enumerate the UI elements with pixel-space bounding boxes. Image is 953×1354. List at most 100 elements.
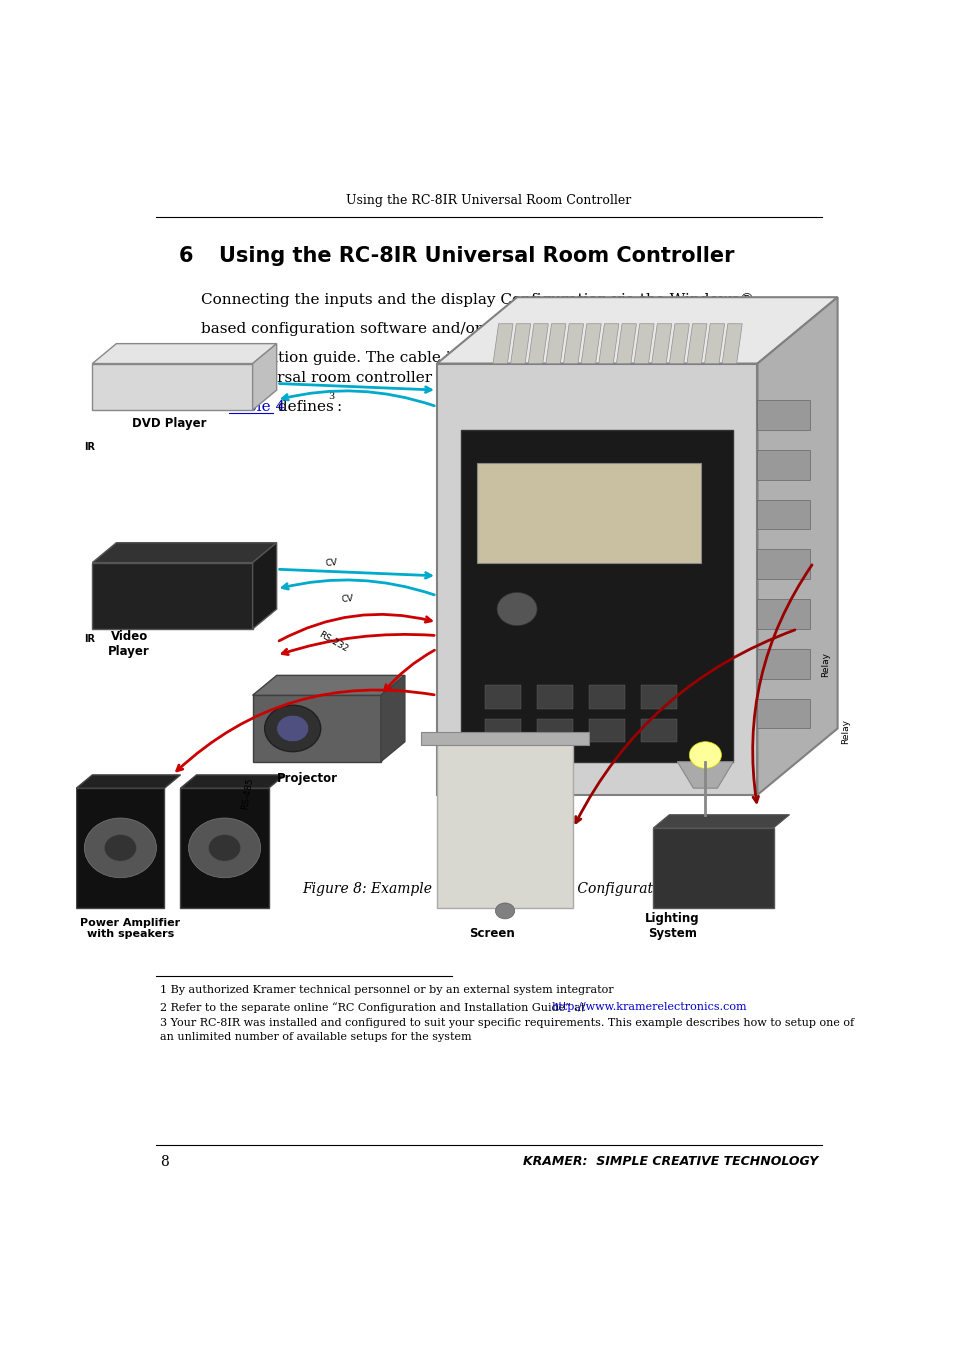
Text: 1: 1 bbox=[507, 314, 513, 322]
Text: RS-232: RS-232 bbox=[316, 630, 349, 654]
Polygon shape bbox=[653, 815, 789, 827]
Text: Relay: Relay bbox=[821, 653, 830, 677]
Polygon shape bbox=[253, 344, 276, 410]
Text: manual: manual bbox=[200, 380, 257, 394]
Polygon shape bbox=[669, 324, 689, 363]
Bar bbox=[476, 463, 700, 563]
Circle shape bbox=[189, 818, 260, 877]
Polygon shape bbox=[436, 297, 837, 363]
Text: Figure 8: Figure 8 bbox=[610, 371, 676, 385]
Polygon shape bbox=[180, 788, 269, 907]
Text: KRAMER:  SIMPLE CREATIVE TECHNOLOGY: KRAMER: SIMPLE CREATIVE TECHNOLOGY bbox=[522, 1155, 817, 1169]
Polygon shape bbox=[686, 324, 706, 363]
Bar bbox=[757, 550, 809, 580]
Circle shape bbox=[209, 834, 240, 861]
Polygon shape bbox=[380, 676, 404, 761]
Polygon shape bbox=[510, 324, 530, 363]
Text: Video
Player: Video Player bbox=[109, 631, 150, 658]
Bar bbox=[589, 685, 624, 708]
Polygon shape bbox=[92, 563, 253, 628]
Text: Power Amplifier
with speakers: Power Amplifier with speakers bbox=[80, 918, 180, 940]
Bar bbox=[757, 699, 809, 728]
Text: Using the RC-8IR Universal Room Controller: Using the RC-8IR Universal Room Controll… bbox=[219, 246, 734, 265]
Polygon shape bbox=[634, 324, 654, 363]
Polygon shape bbox=[528, 324, 548, 363]
Bar bbox=[640, 685, 677, 708]
Bar bbox=[757, 500, 809, 529]
Bar bbox=[757, 450, 809, 479]
Text: is described in the RC: is described in the RC bbox=[515, 322, 690, 336]
Polygon shape bbox=[436, 363, 757, 795]
Text: Screen: Screen bbox=[469, 927, 515, 941]
Bar bbox=[757, 649, 809, 678]
Text: 1 By authorized Kramer technical personnel or by an external system integrator: 1 By authorized Kramer technical personn… bbox=[160, 986, 613, 995]
Text: Using the RC-8IR Universal Room Controller: Using the RC-8IR Universal Room Controll… bbox=[346, 195, 631, 207]
Text: 3 Your RC-8IR was installed and configured to suit your specific requirements. T: 3 Your RC-8IR was installed and configur… bbox=[160, 1018, 853, 1029]
Circle shape bbox=[689, 742, 720, 768]
Text: and: and bbox=[200, 401, 233, 414]
Text: based configuration software and/or the IR learner: based configuration software and/or the … bbox=[200, 322, 595, 336]
Bar bbox=[484, 685, 520, 708]
Text: Table 4: Table 4 bbox=[229, 401, 285, 414]
Bar bbox=[484, 719, 520, 742]
Polygon shape bbox=[704, 324, 724, 363]
Text: defines: defines bbox=[273, 401, 334, 414]
Text: IR: IR bbox=[84, 634, 95, 645]
Text: http://www.kramerelectronics.com: http://www.kramerelectronics.com bbox=[551, 1002, 746, 1011]
Bar bbox=[589, 719, 624, 742]
Bar bbox=[640, 719, 677, 742]
Polygon shape bbox=[563, 324, 583, 363]
Circle shape bbox=[84, 818, 156, 877]
Polygon shape bbox=[677, 761, 733, 788]
Polygon shape bbox=[721, 324, 741, 363]
Text: Figure 8: Example of a Typical RC-8IR Configuration: Figure 8: Example of a Typical RC-8IR Co… bbox=[302, 881, 675, 896]
Polygon shape bbox=[460, 429, 733, 761]
Polygon shape bbox=[76, 774, 180, 788]
Text: Relay: Relay bbox=[841, 719, 850, 743]
Polygon shape bbox=[180, 774, 284, 788]
Text: CV: CV bbox=[340, 594, 354, 604]
Polygon shape bbox=[253, 676, 404, 696]
Text: The universal room controller is very easy to use, as the example in: The universal room controller is very ea… bbox=[200, 371, 728, 385]
Polygon shape bbox=[580, 324, 600, 363]
Text: RS-485: RS-485 bbox=[240, 777, 254, 810]
Text: DVD Player: DVD Player bbox=[132, 417, 207, 429]
Bar bbox=[653, 827, 773, 907]
Bar bbox=[757, 399, 809, 429]
Text: an unlimited number of available setups for the system: an unlimited number of available setups … bbox=[160, 1032, 471, 1043]
Polygon shape bbox=[598, 324, 618, 363]
Polygon shape bbox=[493, 324, 513, 363]
Circle shape bbox=[104, 834, 136, 861]
Text: CV: CV bbox=[324, 558, 337, 567]
Polygon shape bbox=[92, 363, 253, 410]
Text: 2 Refer to the separate online “RC Configuration and Installation Guide” at: 2 Refer to the separate online “RC Confi… bbox=[160, 1002, 588, 1013]
Bar bbox=[420, 731, 589, 745]
Polygon shape bbox=[651, 324, 671, 363]
Text: 8: 8 bbox=[160, 1155, 169, 1169]
Circle shape bbox=[497, 593, 537, 626]
Bar bbox=[537, 685, 573, 708]
Polygon shape bbox=[616, 324, 636, 363]
Polygon shape bbox=[76, 788, 164, 907]
Polygon shape bbox=[436, 742, 573, 907]
Text: IR: IR bbox=[84, 441, 95, 452]
Polygon shape bbox=[92, 543, 276, 563]
Text: Lighting
System: Lighting System bbox=[644, 913, 700, 941]
Polygon shape bbox=[92, 344, 276, 363]
Polygon shape bbox=[757, 297, 837, 795]
Text: :: : bbox=[335, 401, 341, 414]
Text: 6: 6 bbox=[178, 246, 193, 265]
Bar bbox=[537, 719, 573, 742]
Text: Projector: Projector bbox=[276, 772, 337, 784]
Polygon shape bbox=[253, 543, 276, 628]
Text: Connecting the inputs and the display Configuration via the Windows®-: Connecting the inputs and the display Co… bbox=[200, 292, 759, 307]
Circle shape bbox=[264, 705, 320, 751]
Text: Configuration guide. The cable installation process is not detailed in this user: Configuration guide. The cable installat… bbox=[200, 351, 801, 366]
Polygon shape bbox=[253, 696, 380, 761]
Bar bbox=[757, 598, 809, 628]
Text: .: . bbox=[255, 380, 260, 394]
Polygon shape bbox=[545, 324, 565, 363]
Text: 3: 3 bbox=[328, 391, 335, 401]
Text: 2: 2 bbox=[249, 372, 254, 380]
Circle shape bbox=[495, 903, 514, 919]
